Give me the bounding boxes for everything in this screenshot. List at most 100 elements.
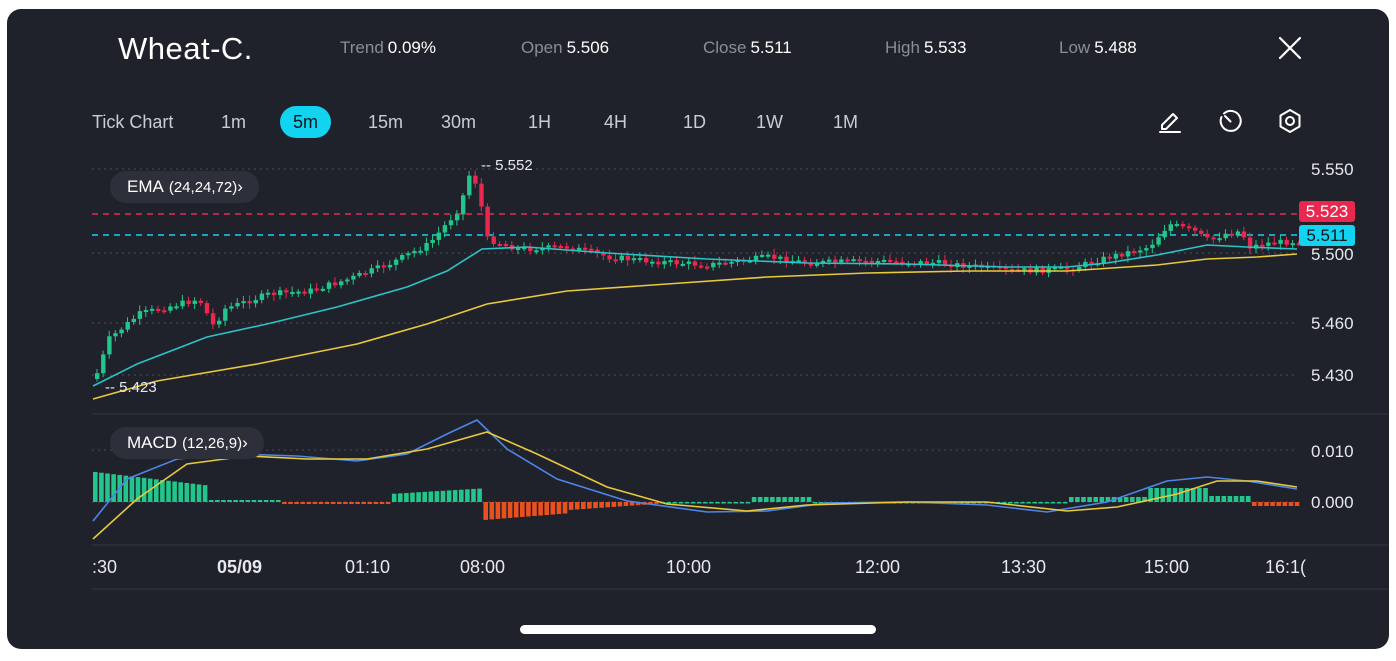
candle-body: [869, 260, 875, 263]
candle-body: [619, 255, 624, 261]
candle-body: [168, 306, 173, 311]
timeframe-1d[interactable]: 1D: [683, 112, 707, 132]
candle-body: [198, 300, 204, 304]
macd-histogram-bar: [1099, 497, 1105, 502]
timeframe-tick-chart[interactable]: Tick Chart: [92, 112, 174, 132]
macd-histogram-bar: [1154, 488, 1159, 502]
candle-body: [1174, 224, 1180, 227]
candle-body: [631, 258, 637, 261]
macd-histogram-bar: [324, 502, 330, 504]
candle-body: [827, 259, 832, 262]
time-axis-label: 01:10: [345, 557, 391, 577]
candle-body: [339, 281, 344, 286]
macd-histogram-bar: [288, 502, 293, 504]
macd-histogram-bar: [1020, 502, 1025, 504]
macd-histogram-bar: [721, 502, 726, 504]
candle-body: [143, 310, 149, 313]
candle-body: [253, 299, 258, 304]
macd-histogram-bar: [404, 492, 409, 502]
macd-histogram-bar: [337, 502, 342, 504]
macd-histogram-bar: [385, 502, 391, 504]
candle-body: [442, 225, 448, 233]
candle-body: [674, 260, 679, 265]
candle-body: [1162, 230, 1167, 238]
timeframe-1w[interactable]: 1W: [756, 112, 783, 132]
candle-body: [149, 308, 155, 311]
macd-histogram-bar: [550, 502, 556, 515]
timeframe-4h[interactable]: 4H: [604, 112, 628, 132]
candle-body: [546, 245, 551, 248]
macd-histogram-bar: [733, 502, 739, 504]
timeframe-1m[interactable]: 1m: [221, 112, 247, 132]
candle-body: [1077, 266, 1082, 271]
candle-body: [729, 261, 734, 264]
candle-body: [552, 245, 557, 248]
candle-body: [357, 272, 362, 276]
candle-body: [564, 246, 570, 249]
macd-histogram-bar: [745, 502, 751, 504]
timeframe-1h[interactable]: 1H: [528, 112, 552, 132]
candle-body: [1199, 230, 1204, 234]
ema-indicator-pill[interactable]: EMA (24,24,72)›: [110, 171, 259, 203]
macd-histogram-bar: [202, 485, 208, 502]
candle-body: [125, 321, 130, 330]
macd-histogram-bar: [1239, 496, 1245, 502]
price-axis-label: 5.500: [1311, 245, 1354, 264]
candle-body: [1156, 237, 1161, 245]
macd-histogram-bar: [1081, 497, 1086, 502]
candle-body: [1223, 233, 1228, 239]
candle-body: [576, 247, 582, 251]
time-axis-label: 12:00: [855, 557, 901, 577]
macd-histogram-bar: [635, 502, 641, 506]
macd-histogram-bar: [160, 480, 165, 502]
candle-body: [705, 266, 710, 269]
macd-histogram-bar: [269, 500, 275, 502]
settings-icon[interactable]: [1275, 106, 1305, 136]
timeframe-30m[interactable]: 30m: [441, 112, 477, 132]
candle-body: [680, 263, 685, 266]
timer-icon[interactable]: [1215, 106, 1245, 136]
candle-body: [1193, 227, 1198, 231]
macd-histogram-bar: [355, 502, 360, 504]
signal-line: [92, 431, 1298, 540]
candle-body: [1138, 250, 1143, 253]
pencil-icon[interactable]: [1155, 106, 1185, 136]
candle-body: [217, 320, 222, 325]
candle-body: [601, 253, 606, 256]
macd-histogram-bar: [684, 502, 690, 504]
macd-histogram-bar: [196, 484, 202, 502]
time-axis-label: :30: [92, 557, 118, 577]
macd-histogram-bar: [727, 502, 732, 504]
candle-body: [662, 261, 667, 265]
timeframe-15m[interactable]: 15m: [368, 112, 404, 132]
macd-histogram-bar: [251, 500, 257, 502]
macd-histogram-bar: [312, 502, 318, 504]
macd-histogram-bar: [233, 500, 238, 502]
macd-histogram-bar: [666, 502, 671, 504]
candle-body: [1260, 244, 1265, 247]
candle-body: [851, 259, 856, 262]
macd-histogram-bar: [1294, 502, 1300, 506]
macd-histogram-bar: [1288, 502, 1294, 506]
macd-histogram-bar: [1184, 488, 1190, 502]
trend-stat: Trend 0.09%: [340, 38, 436, 57]
macd-histogram-bar: [1026, 502, 1031, 504]
candle-body: [296, 291, 301, 294]
macd-axis-label: 0.010: [1311, 442, 1354, 461]
macd-histogram-bar: [410, 492, 415, 502]
price-chart[interactable]: [7, 9, 1389, 649]
macd-histogram-bar: [1221, 496, 1227, 502]
macd-histogram-bar: [221, 500, 226, 502]
candle-body: [186, 300, 191, 304]
timeframe-5m[interactable]: 5m: [280, 106, 332, 138]
close-icon[interactable]: [1275, 33, 1305, 63]
candle-body: [461, 195, 466, 215]
candle-body: [107, 336, 112, 355]
candle-body: [875, 261, 881, 264]
timeframe-1mo[interactable]: 1M: [833, 112, 859, 132]
candle-body: [1235, 231, 1241, 236]
macd-histogram-bar: [648, 502, 653, 505]
home-indicator[interactable]: [520, 625, 876, 634]
macd-indicator-pill[interactable]: MACD (12,26,9)›: [110, 427, 264, 459]
candle-body: [967, 265, 972, 268]
